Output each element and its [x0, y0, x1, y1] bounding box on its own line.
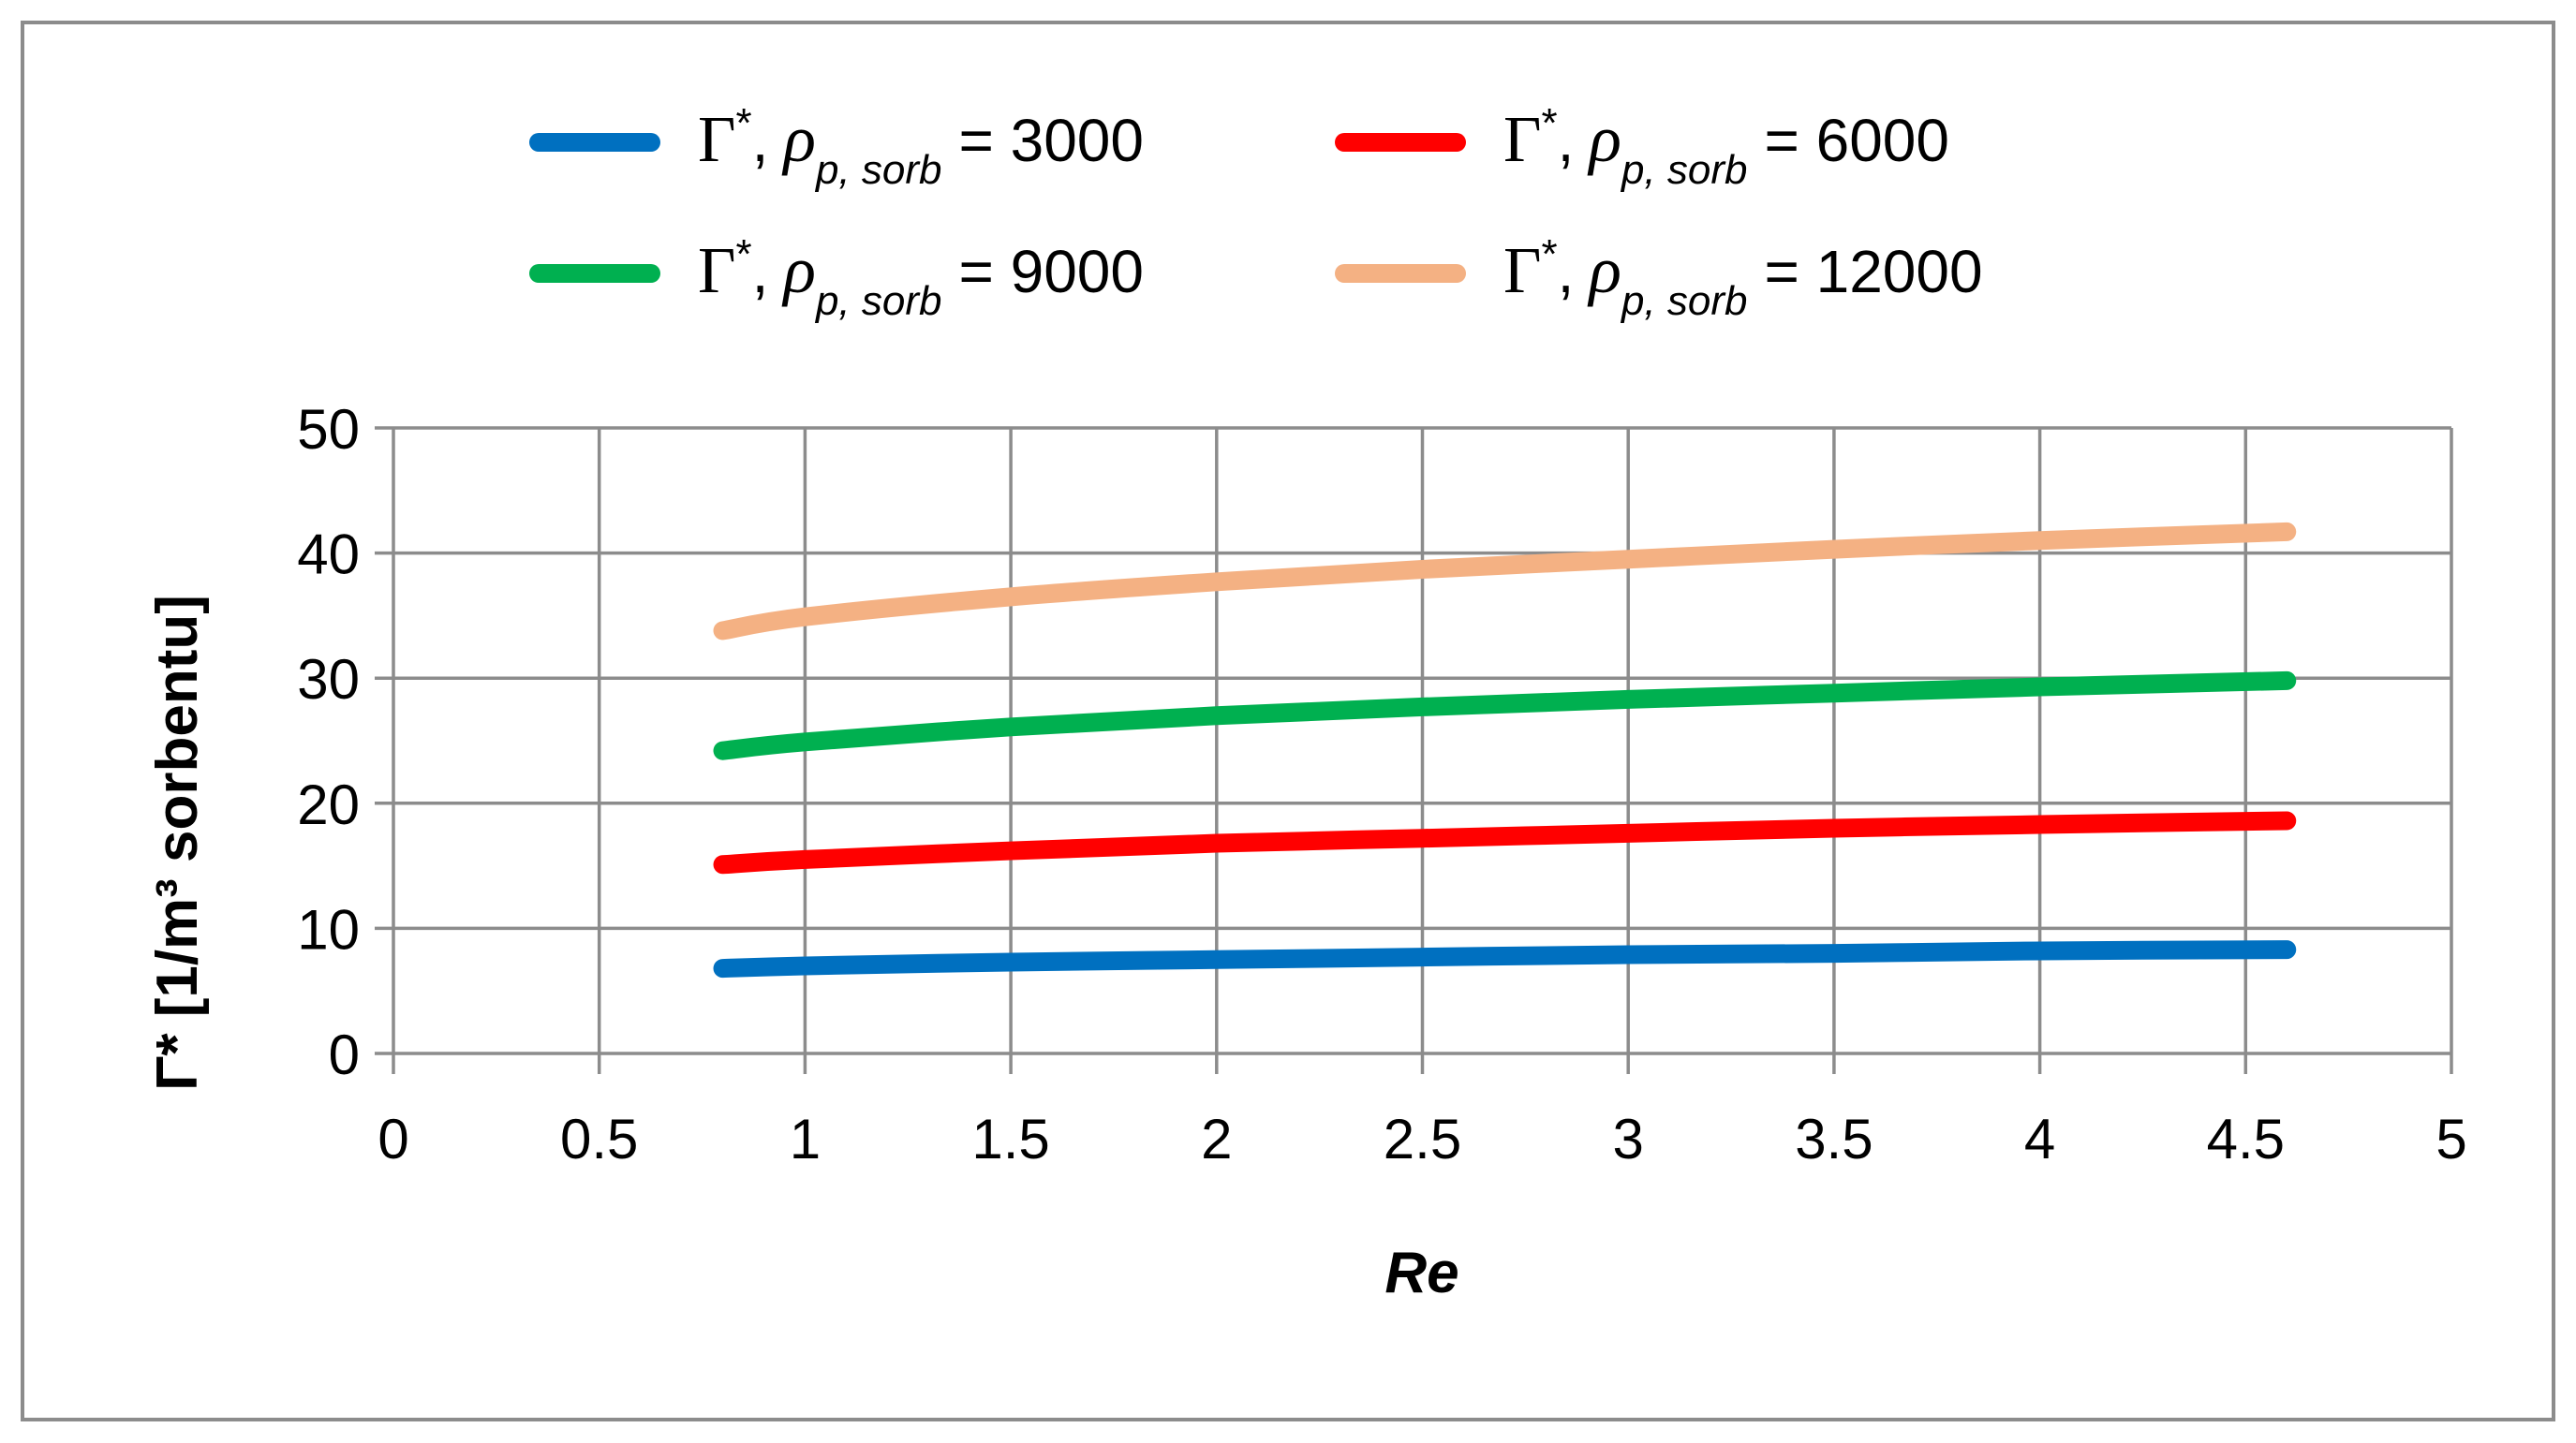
legend-comma: ,: [752, 107, 769, 174]
legend-label: Γ*, ρp, sorb = 3000: [698, 100, 1144, 193]
axes: [375, 426, 2453, 1074]
legend-superscript: *: [735, 231, 751, 277]
x-axis-label: Re: [1384, 1241, 1458, 1305]
legend-entry-4: Γ*, ρp, sorb = 12000: [1335, 231, 1983, 324]
x-tick-label: 4.5: [2207, 1108, 2285, 1171]
legend-superscript: *: [735, 100, 751, 146]
legend-label: Γ*, ρp, sorb = 6000: [1503, 100, 1949, 193]
legend-gamma-symbol: Γ: [698, 235, 735, 307]
series-lines: [713, 522, 2297, 979]
y-tick-label: 50: [297, 398, 360, 461]
legend-value: = 3000: [958, 107, 1144, 174]
legend-rho-symbol: ρ: [1587, 232, 1621, 307]
series-line-1: [713, 940, 2297, 979]
legend-subscript: p, sorb: [1620, 147, 1748, 193]
legend-label: Γ*, ρp, sorb = 9000: [698, 231, 1144, 324]
y-tick-label: 10: [297, 898, 360, 961]
y-tick-label: 40: [297, 523, 360, 586]
x-tick-label: 0: [378, 1108, 408, 1171]
x-tick-label: 2: [1201, 1108, 1232, 1171]
legend-entry-3: Γ*, ρp, sorb = 9000: [529, 231, 1144, 324]
legend-comma: ,: [1558, 238, 1575, 305]
legend-gamma-symbol: Γ: [698, 104, 735, 176]
legend-gamma-symbol: Γ: [1503, 104, 1541, 176]
legend-value: = 12000: [1764, 238, 1982, 305]
legend-subscript: p, sorb: [814, 147, 942, 193]
tick-labels: 0 10 20 30 40 50 0 0.5 1 1.5 2 2.5 3 3.5 4 4.5 5: [297, 398, 2466, 1171]
y-tick-label: 20: [297, 773, 360, 836]
legend-subscript: p, sorb: [814, 278, 942, 324]
y-tick-label: 0: [329, 1023, 360, 1086]
legend-subscript: p, sorb: [1620, 278, 1748, 324]
y-tick-label: 30: [297, 648, 360, 711]
series-line-2: [713, 811, 2297, 875]
x-tick-label: 5: [2435, 1108, 2466, 1171]
legend-value: = 9000: [958, 238, 1144, 305]
legend-rho-symbol: ρ: [1587, 101, 1621, 176]
legend-label: Γ*, ρp, sorb = 12000: [1503, 231, 1983, 324]
x-tick-label: 4: [2024, 1108, 2055, 1171]
legend-rho-symbol: ρ: [781, 101, 816, 176]
x-tick-label: 1: [790, 1108, 821, 1171]
legend-rho-symbol: ρ: [781, 232, 816, 307]
x-tick-label: 0.5: [560, 1108, 638, 1171]
x-tick-label: 3: [1613, 1108, 1644, 1171]
legend-entry-1: Γ*, ρp, sorb = 3000: [529, 100, 1144, 193]
legend-entry-2: Γ*, ρp, sorb = 6000: [1335, 100, 1949, 193]
x-tick-label: 1.5: [971, 1108, 1049, 1171]
series-line-3: [713, 670, 2297, 760]
legend-superscript: *: [1541, 100, 1557, 146]
x-tick-label: 2.5: [1384, 1108, 1461, 1171]
legend-comma: ,: [1558, 107, 1575, 174]
legend-value: = 6000: [1764, 107, 1949, 174]
legend-gamma-symbol: Γ: [1503, 235, 1541, 307]
y-axis-label: Γ* [1/m³ sorbentu]: [145, 595, 210, 1091]
legend-superscript: *: [1541, 231, 1557, 277]
series-line-4: [713, 522, 2297, 641]
x-tick-label: 3.5: [1795, 1108, 1873, 1171]
legend-comma: ,: [752, 238, 769, 305]
